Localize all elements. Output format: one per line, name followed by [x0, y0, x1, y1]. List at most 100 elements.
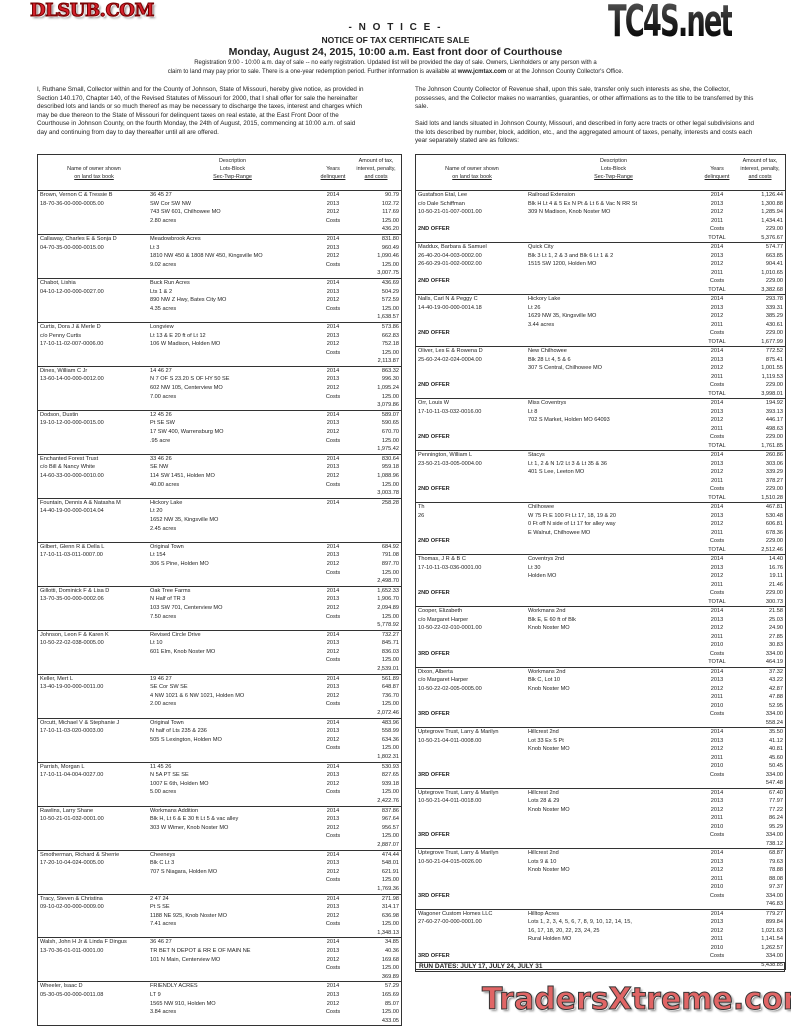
- year-cell: 2011: [710, 529, 724, 536]
- description-cell: [528, 762, 699, 771]
- record-total-row: 433.05: [38, 1017, 401, 1026]
- year-cell: Costs: [709, 711, 725, 717]
- record-row: Th Chilhowee 2014 467.81: [416, 503, 785, 512]
- owner-cell: 17-10-11-03-020-0003.00: [40, 728, 104, 735]
- owner-cell: 04-10-12-00-000-0027.00: [40, 288, 104, 295]
- record-row: 2011 27.85: [416, 633, 785, 642]
- record-row: .95 acre Costs 125.00: [38, 437, 401, 446]
- record-row: 707 S Niagara, Holden MO 2012 621.91: [38, 868, 401, 877]
- amount-cell: 125.00: [359, 217, 401, 226]
- record-row: 17-10-11-03-020-0003.00 N half of Lts 235…: [38, 727, 401, 736]
- description-cell: 2.45 acres: [150, 525, 177, 532]
- record-row: 890 NW Z Hwy, Bates City MO 2012 572.59: [38, 296, 401, 305]
- owner-cell: [38, 516, 150, 525]
- amount-wrap: 125.00: [351, 920, 401, 929]
- col-owner: Name of owner shown on land tax book: [38, 157, 150, 190]
- description-cell: 601 Elm, Knob Noster MO: [150, 648, 216, 655]
- amount-cell: 125.00: [359, 744, 401, 753]
- amount-cell: 16.76: [769, 564, 783, 571]
- amount-wrap: 125.00: [351, 481, 401, 490]
- year-cell: Costs: [325, 833, 341, 840]
- owner-cell: [416, 702, 528, 711]
- year-cell: 2014: [710, 668, 724, 675]
- amount-wrap: 95.29: [735, 823, 785, 832]
- amount-wrap: 779.27: [735, 910, 785, 919]
- owner-cell: [38, 656, 150, 665]
- amount-wrap: 45.60: [735, 754, 785, 763]
- description-cell: SW Cor SW NW: [150, 200, 192, 207]
- amount-cell: 43.22: [769, 677, 783, 683]
- amount-wrap: 558.99: [351, 727, 401, 736]
- record-row: Fountain, Dennis A & Natasha M Hickory La…: [38, 499, 401, 508]
- description-cell: [528, 537, 699, 546]
- record-row: 2.45 acres: [38, 525, 401, 534]
- description-cell: 103 SW 701, Centerview MO: [150, 604, 223, 611]
- amount-cell: 899.84: [765, 919, 783, 925]
- year-cell: 2011: [710, 373, 724, 380]
- col-description: Description Lots-Block Sec-Twp-Range: [150, 157, 315, 190]
- record-row: 26-40-20-04-003-0002.00 Blk 3 Lt 1, 2 & 3…: [416, 252, 785, 261]
- year-cell: 2013: [326, 684, 340, 691]
- amount-cell: 52.95: [769, 702, 783, 709]
- owner-cell: [38, 744, 150, 753]
- amount-wrap: 25.03: [735, 616, 785, 625]
- owner-cell: 26-40-20-04-003-0002.00: [418, 252, 482, 259]
- record-row: 17-10-11-03-032-0016.00 Lt 8 2013 393.13: [416, 408, 785, 417]
- description-cell: Workmans Addition: [150, 807, 199, 814]
- amount-cell: 97.37: [769, 884, 783, 890]
- amount-wrap: 40.36: [351, 947, 401, 956]
- year-cell: Costs: [325, 349, 341, 356]
- amount-cell: 483.96: [381, 719, 399, 726]
- amount-cell: 14.40: [769, 556, 783, 562]
- year-cell: 2013: [710, 408, 724, 415]
- amount-wrap: 1,095.24: [351, 384, 401, 393]
- amount-wrap: 939.18: [351, 780, 401, 789]
- record-row: 10-50-22-02-010-0001.00 Knob Noster MO 201…: [416, 624, 785, 633]
- description-cell: Workmans 2nd: [528, 608, 566, 614]
- record-row: 2010 95.29: [416, 823, 785, 832]
- amount-wrap: 662.83: [351, 332, 401, 341]
- record-total-row: 746.83: [416, 900, 785, 909]
- year-cell: 2012: [710, 469, 724, 475]
- year-cell: 2013: [710, 616, 724, 623]
- year-cell: Costs: [325, 569, 341, 576]
- description-cell: Coventrys 2nd: [528, 556, 565, 562]
- record-total-row: 1,348.13: [38, 929, 401, 938]
- total-label: TOTAL: [708, 338, 726, 345]
- tax-record: Maddux, Barbara & Samuel Quick City 2014 57…: [416, 243, 785, 295]
- amount-cell: 561.89: [381, 675, 399, 682]
- total-amount: 436.20: [381, 226, 399, 233]
- record-row: Costs 125.00: [38, 876, 401, 885]
- amount-cell: 229.00: [743, 381, 785, 390]
- reg-text-b: or at the Johnson County Collector's Off…: [506, 68, 624, 75]
- amount-wrap: 42.87: [735, 685, 785, 694]
- owner-cell: c/o Bill & Nancy White: [40, 464, 96, 471]
- owner-cell: 3RD OFFER: [418, 650, 450, 657]
- owner-cell: Chabot, Lishia: [40, 279, 76, 286]
- total-label: [315, 709, 351, 718]
- website-link[interactable]: www.jcmtax.com: [457, 68, 507, 75]
- amount-wrap: 378.27: [735, 477, 785, 486]
- owner-cell: Orr, Louis W: [418, 400, 450, 406]
- record-row: Knob Noster MO 2012 40.81: [416, 745, 785, 754]
- record-total-row: [38, 533, 401, 542]
- owner-cell: 13-40-19-00-000-0011.00: [40, 684, 104, 691]
- record-row: 602 NW 105, Centerview MO 2012 1,095.24: [38, 384, 401, 393]
- year-cell: 2014: [710, 789, 724, 796]
- amount-wrap: 663.85: [735, 252, 785, 261]
- amount-wrap: 736.70: [351, 692, 401, 701]
- amount-wrap: 41.12: [735, 737, 785, 746]
- tax-record: Dixon, Alberta Workmans 2nd 2014 37.32 c/o M…: [416, 668, 785, 728]
- amount-wrap: 446.17: [735, 416, 785, 425]
- amount-wrap: 125.00: [351, 569, 401, 578]
- description-cell: [528, 883, 699, 892]
- description-cell: Lt 30: [528, 564, 541, 571]
- amount-cell: 21.58: [769, 608, 783, 614]
- description-cell: [528, 831, 699, 840]
- description-cell: Chilhowee: [528, 504, 555, 510]
- owner-cell: [38, 349, 150, 358]
- record-row: Costs 125.00: [38, 349, 401, 358]
- amount-cell: 1,262.57: [761, 944, 783, 951]
- year-cell: 2010: [710, 944, 724, 951]
- amount-cell: 169.68: [381, 956, 399, 963]
